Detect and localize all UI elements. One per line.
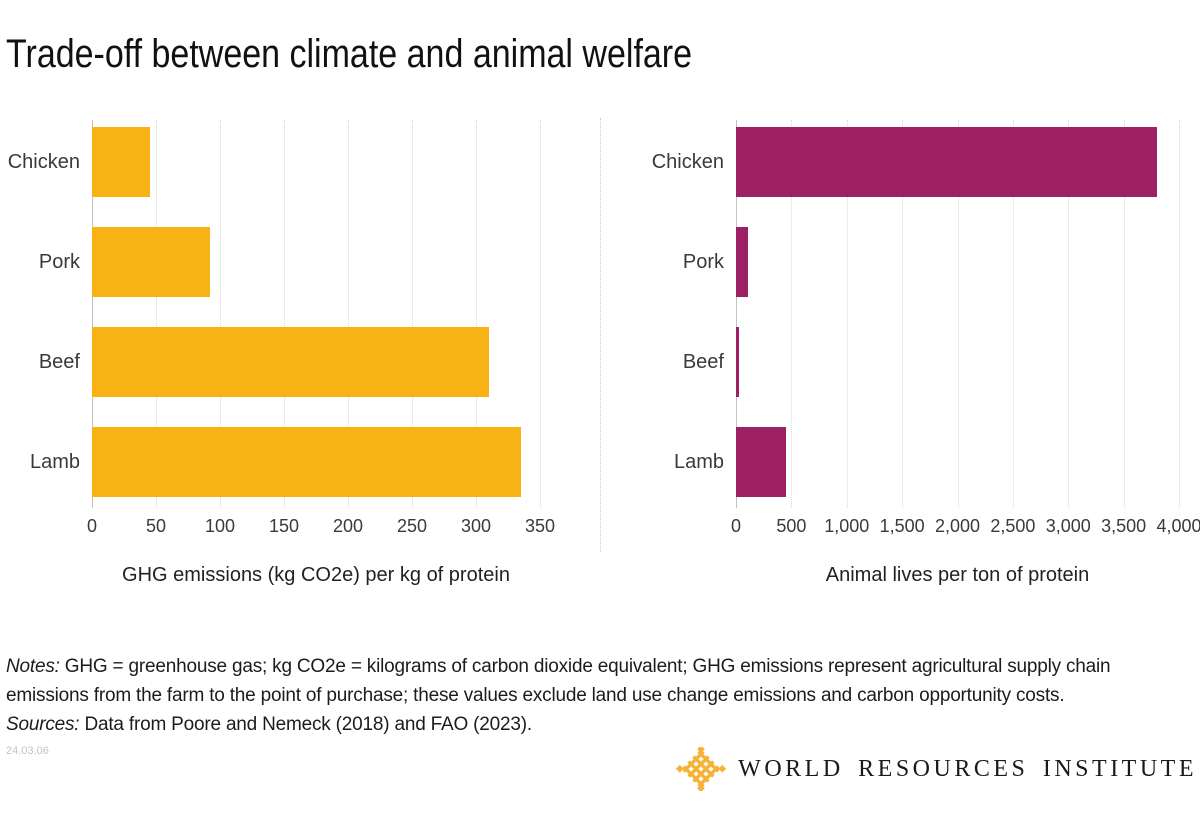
x-tick-label: 300 <box>460 516 492 536</box>
notes-text: GHG = greenhouse gas; kg CO2e = kilogram… <box>6 656 1111 706</box>
gridline <box>476 120 477 508</box>
lives-axis-title: Animal lives per ton of protein <box>825 564 1090 586</box>
gridline <box>791 120 793 508</box>
category-label-pork: Pork <box>38 251 80 273</box>
category-label-chicken: Chicken <box>651 151 724 173</box>
gridline <box>957 120 959 508</box>
category-label-beef: Beef <box>682 351 724 373</box>
x-tick-label: 1,500 <box>879 516 925 536</box>
bar-beef <box>736 327 740 397</box>
gridline <box>1123 120 1125 508</box>
bar-pork <box>736 227 749 297</box>
wri-logo-text: WORLD RESOURCES INSTITUTE <box>738 755 1197 782</box>
notes-label: Notes: <box>6 656 60 677</box>
sources-text: Data from Poore and Nemeck (2018) and FA… <box>79 714 532 735</box>
ghg-axis-title: GHG emissions (kg CO2e) per kg of protei… <box>122 564 510 586</box>
category-label-pork: Pork <box>682 251 724 273</box>
x-tick-label: 1,000 <box>824 516 870 536</box>
gridline <box>1068 120 1070 508</box>
category-label-beef: Beef <box>38 351 80 373</box>
page-title: Trade-off between climate and animal wel… <box>6 32 693 76</box>
x-tick-label: 2,500 <box>990 516 1036 536</box>
bar-chicken <box>92 127 150 197</box>
y-axis-line <box>92 120 93 508</box>
gridline <box>284 120 285 508</box>
bar-pork <box>92 227 210 297</box>
wri-logo: WORLD RESOURCES INSTITUTE <box>676 745 1197 793</box>
gridline <box>348 120 349 508</box>
gridline <box>156 120 157 508</box>
bar-chicken <box>736 127 1157 197</box>
bar-lamb <box>92 427 521 497</box>
x-tick-label: 3,500 <box>1101 516 1147 536</box>
gridline <box>540 120 541 508</box>
sources-label: Sources: <box>6 714 80 735</box>
x-tick-label: 0 <box>730 516 742 536</box>
category-label-chicken: Chicken <box>7 151 80 173</box>
x-tick-label: 50 <box>145 516 167 536</box>
x-tick-label: 150 <box>268 516 300 536</box>
category-label-lamb: Lamb <box>673 451 724 473</box>
gridline <box>1012 120 1014 508</box>
x-tick-label: 250 <box>396 516 428 536</box>
gridline <box>1179 120 1180 508</box>
category-label-lamb: Lamb <box>29 451 80 473</box>
bar-beef <box>92 327 489 397</box>
gridline <box>846 120 848 508</box>
y-axis-line <box>736 120 737 508</box>
x-tick-label: 2,000 <box>934 516 981 536</box>
gridline <box>902 120 904 508</box>
ghg-emissions-chart: GHG emissions (kg CO2e) per kg of protei… <box>8 120 558 586</box>
bar-lamb <box>736 427 786 497</box>
x-tick-label: 3,000 <box>1045 516 1091 536</box>
date-stamp: 24.03.06 <box>6 745 49 757</box>
wri-woven-diamond-icon <box>676 745 727 793</box>
x-tick-label: 0 <box>86 516 98 536</box>
x-tick-label: 500 <box>776 516 807 536</box>
x-tick-label: 200 <box>332 516 364 536</box>
x-tick-label: 350 <box>524 516 556 536</box>
x-tick-label: 100 <box>204 516 236 536</box>
notes-block: Notes: GHG = greenhouse gas; kg CO2e = k… <box>6 652 1158 739</box>
panel-divider <box>600 118 601 552</box>
gridline <box>412 120 413 508</box>
gridline <box>220 120 221 508</box>
animal-lives-chart: Animal lives per ton of protein Chicken P… <box>652 120 1200 586</box>
x-tick-label: 4,000 <box>1156 516 1200 536</box>
